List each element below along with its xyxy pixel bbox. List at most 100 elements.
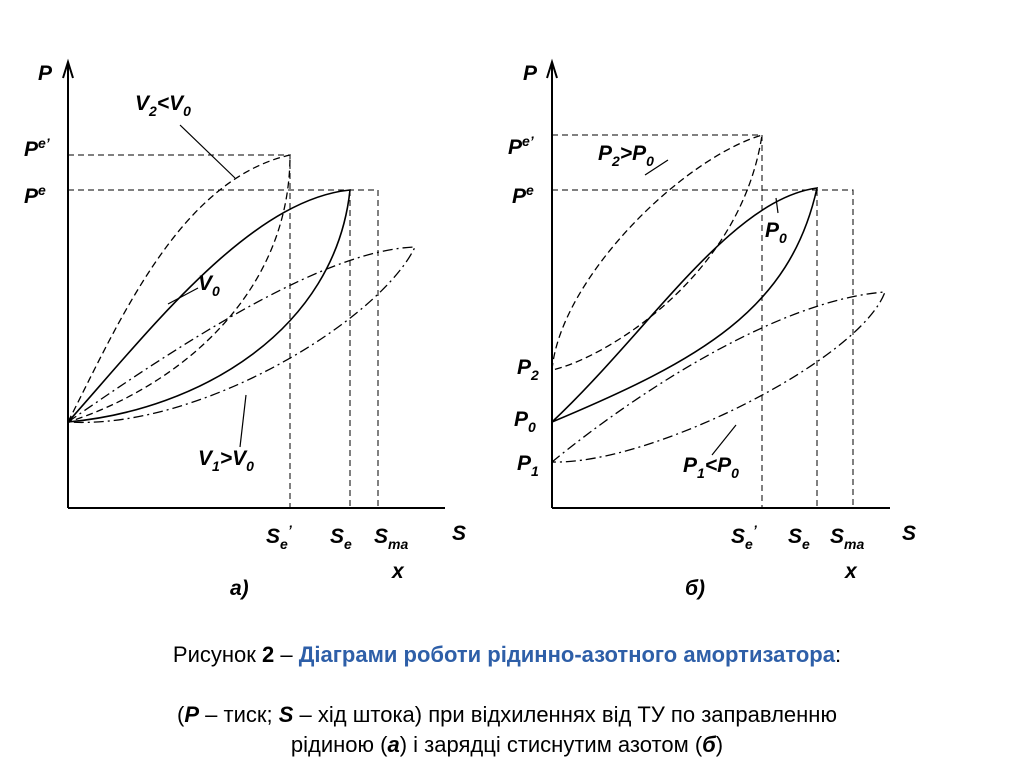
text-part: P: [184, 702, 199, 727]
curve-p1: [551, 291, 886, 463]
text-part: P: [683, 454, 698, 477]
text-part: e: [280, 536, 288, 552]
leader: [179, 124, 236, 179]
tick-label: Pe’: [24, 135, 51, 161]
text-part: S: [788, 525, 802, 548]
axes: [62, 58, 445, 509]
leader: [167, 287, 199, 305]
leader: [239, 394, 247, 448]
text-part: P: [765, 219, 780, 242]
text-part: V: [198, 272, 214, 295]
text-part: 0: [779, 230, 787, 246]
tick-label: Sma: [374, 525, 408, 552]
axis-label: S: [452, 522, 466, 545]
tick-label: P1: [517, 452, 539, 479]
axes: [546, 58, 890, 509]
text-part: 1: [697, 465, 705, 481]
text-part: 0: [731, 465, 739, 481]
text-part: e’: [38, 135, 51, 151]
panel-label: б): [685, 577, 705, 600]
text-part: S: [279, 702, 294, 727]
text-part: 2: [530, 367, 539, 383]
text-part: 0: [646, 153, 654, 169]
text-part: 1: [531, 463, 539, 479]
curve-label: V1>V0: [198, 447, 254, 474]
diagram-a: [62, 58, 445, 509]
text-part: ): [716, 732, 723, 757]
text-part: S: [330, 525, 344, 548]
tick-label: Se: [788, 525, 810, 552]
curve-v0: [67, 189, 351, 423]
tick-label: Pe: [512, 182, 534, 208]
curve-label: V2<V0: [135, 92, 191, 119]
axis-label: P: [38, 62, 53, 85]
diagram-b: [546, 58, 890, 509]
curve-v2: [67, 154, 291, 423]
panel-label: а): [230, 577, 249, 600]
tick-label: Se’: [731, 522, 758, 552]
text-part: P: [517, 452, 532, 475]
text-part: –: [274, 642, 298, 667]
text-part: P: [512, 185, 527, 208]
text-part: e: [745, 536, 753, 552]
text-part: e: [344, 536, 352, 552]
text-part: e: [38, 182, 46, 198]
text-part: – хід штока) при відхиленнях від ТУ по з…: [293, 702, 837, 727]
tick-label: x: [844, 560, 858, 583]
text-part: а: [387, 732, 399, 757]
axis-label: P: [523, 62, 538, 85]
text-part: Діаграми роботи рідинно-азотного амортиз…: [299, 642, 836, 667]
tick-label: Pe: [24, 182, 46, 208]
tick-label: P2: [517, 356, 539, 383]
curve-label: V0: [198, 272, 220, 299]
text-part: S: [731, 525, 745, 548]
text-part: 2: [611, 153, 620, 169]
curve-label: P1<P0: [683, 454, 739, 481]
curve-p0: [551, 187, 819, 423]
text-part: e: [802, 536, 810, 552]
tick-label: Sma: [830, 525, 864, 552]
text-part: >P: [620, 142, 647, 165]
text-part: P: [514, 408, 529, 431]
leader: [775, 197, 779, 214]
text-part: 0: [212, 283, 220, 299]
text-part: 2: [148, 103, 157, 119]
guide-lines: [552, 134, 854, 508]
caption: Рисунок 2 – Діаграми роботи рідинно-азот…: [173, 642, 841, 667]
caption: (P – тиск; S – хід штока) при відхилення…: [177, 702, 837, 727]
curve-label: P2>P0: [598, 142, 654, 169]
tick-label: Se: [330, 525, 352, 552]
tick-label: P0: [514, 408, 536, 435]
text-part: Рисунок: [173, 642, 262, 667]
text-part: 1: [212, 458, 220, 474]
text-part: S: [830, 525, 844, 548]
text-part: e: [526, 182, 534, 198]
text-part: ma: [388, 536, 408, 552]
tick-label: Se’: [266, 522, 293, 552]
leader: [711, 424, 737, 456]
text-part: рідиною (: [291, 732, 388, 757]
text-part: e’: [522, 133, 535, 149]
caption: рідиною (а) і зарядці стиснутим азотом (…: [291, 732, 723, 757]
text-part: б: [702, 732, 717, 757]
tick-label: Pe’: [508, 133, 535, 159]
text-part: ’: [753, 522, 758, 538]
text-part: >V: [220, 447, 248, 470]
curve-v1: [67, 246, 417, 424]
text-part: <P: [705, 454, 732, 477]
text-part: ’: [288, 522, 293, 538]
curve-p2: [551, 134, 763, 371]
text-part: P: [508, 136, 523, 159]
text-part: 0: [183, 103, 191, 119]
text-part: 2: [262, 642, 274, 667]
axis-label: S: [902, 522, 916, 545]
text-part: S: [266, 525, 280, 548]
text-part: P: [517, 356, 532, 379]
text-part: (: [177, 702, 185, 727]
text-part: ma: [844, 536, 864, 552]
text-part: 0: [528, 419, 536, 435]
text-part: V: [198, 447, 214, 470]
text-part: – тиск;: [199, 702, 279, 727]
text-part: S: [374, 525, 388, 548]
